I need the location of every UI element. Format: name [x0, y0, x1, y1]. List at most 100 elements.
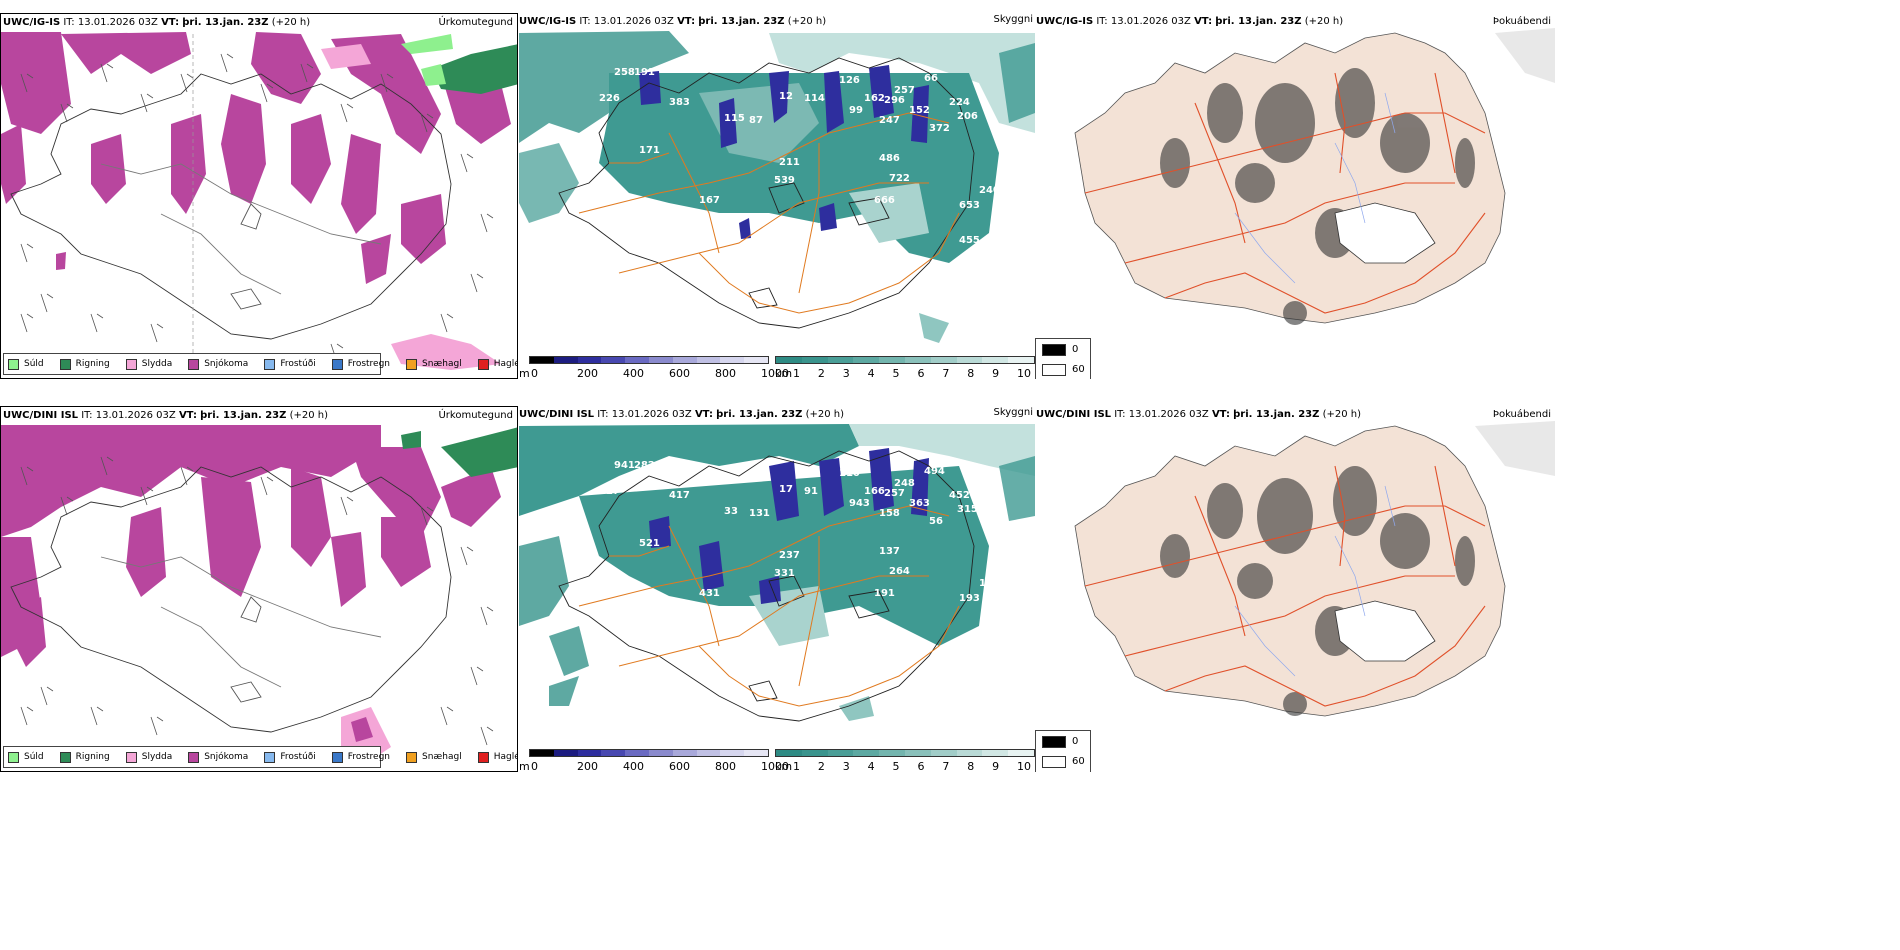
cloud-base-value: 131 [749, 508, 770, 519]
legend-swatch [264, 751, 276, 763]
visibility-title: Skyggni [993, 14, 1033, 25]
iceland-outline-row2 [10, 466, 452, 733]
iceland-outline-cloud [558, 57, 975, 329]
visibility-unit: km [775, 760, 793, 772]
visibility-tick: 2 [817, 367, 825, 379]
cloud-base-value: 66 [924, 73, 938, 84]
colorbar-step [982, 750, 1009, 756]
colorbar-step [879, 357, 905, 363]
colorbar-step [956, 357, 983, 363]
visibility-scale: km 1 2 3 4 5 6 7 8 9 10 [775, 749, 1035, 772]
cloud-base-value: 653 [959, 200, 980, 211]
model-name: UWC/DINI ISL [3, 410, 79, 421]
snow-areas [1, 425, 501, 667]
fog-legend-swatch-black [1042, 344, 1066, 356]
colorbar-step [696, 357, 721, 363]
cloud-base-value: 521 [639, 538, 660, 549]
fog-index-title: Þokuábendi [1492, 16, 1551, 27]
legend-item-freezing-rain: Frostregn [331, 751, 390, 763]
colorbar-step [801, 750, 828, 756]
cloud-base-value: 539 [774, 175, 795, 186]
cloud-base-tick: 800 [715, 760, 736, 772]
colorbar-step [672, 357, 697, 363]
colorbar-step [648, 357, 673, 363]
colorbar-step [625, 750, 649, 756]
precip-type-legend: Súld Rigning Slydda Snjókoma Frostúði Fr… [3, 353, 517, 375]
cloud-base-unit: m [519, 367, 530, 379]
cloud-base-tick: 400 [623, 760, 644, 772]
cloud-base-tick: 400 [623, 367, 644, 379]
cloud-base-value: 383 [669, 97, 690, 108]
cloud-base-value: 237 [779, 550, 800, 561]
cloud-base-value: 264 [889, 566, 910, 577]
legend-item-sleet: Slydda [125, 358, 172, 370]
visibility-field [519, 424, 1035, 721]
precip-type-title: Úrkomutegund [438, 410, 513, 421]
cloud-base-tick: 200 [577, 760, 598, 772]
cloud-base-value: 248 [894, 478, 915, 489]
legend-item-rain: Rigning [59, 751, 110, 763]
legend-item-hail: Haglél [477, 358, 517, 370]
visibility-scale: km 1 2 3 4 5 6 7 8 9 10 [775, 356, 1035, 379]
legend-item-snow: Snjókoma [188, 751, 248, 763]
legend-swatch [264, 358, 276, 370]
colorbar-step [720, 357, 745, 363]
fog-panel-row2: UWC/DINI ISL IT: 13.01.2026 03Z VT: þri.… [1035, 406, 1555, 772]
visibility-unit: km [775, 367, 793, 379]
cloud-base-value: 171 [639, 145, 660, 156]
colorbar-step [930, 750, 957, 756]
cloud-base-value: 455 [959, 235, 980, 246]
visibility-tick: 8 [967, 760, 975, 772]
visibility-tick: 5 [892, 367, 900, 379]
cloud-base-value: 363 [909, 498, 930, 509]
visibility-tick: 6 [917, 367, 925, 379]
legend-item-rain: Rigning [59, 358, 110, 370]
cloud-base-tick: 200 [577, 367, 598, 379]
cloud-base-unit: m [519, 760, 530, 772]
colorbar-step [853, 750, 880, 756]
cloud-base-value: 56 [929, 516, 943, 527]
sea-fog [1495, 28, 1555, 83]
cloud-base-value: 379 [689, 608, 710, 619]
legend-swatch [59, 358, 71, 370]
colorbar-step [553, 357, 578, 363]
cloud-base-value: 666 [874, 195, 895, 206]
cloud-base-tick: 1000 [761, 760, 789, 772]
fog-shading [1160, 68, 1475, 325]
iceland-outline-cloud [558, 450, 975, 722]
cloud-base-value: 167 [699, 195, 720, 206]
colorbar-step [1008, 750, 1034, 756]
legend-swatch [125, 751, 137, 763]
roads [578, 112, 960, 314]
fog-rivers [1234, 485, 1396, 677]
fog-index-legend: 0 60 [1035, 730, 1091, 772]
legend-item-drizzle: Súld [8, 751, 44, 763]
cloud-base-value: 240 [564, 220, 585, 231]
cloud-base-value: 110 [839, 468, 860, 479]
visibility-tick: 2 [817, 760, 825, 772]
cloud-base-value: 137 [879, 546, 900, 557]
visibility-tick: 7 [942, 367, 950, 379]
legend-swatch [331, 751, 343, 763]
colorbar-step [696, 750, 721, 756]
cloud-base-value: 152 [909, 105, 930, 116]
cloud-base-value: 191 [634, 67, 655, 78]
visibility-tick: 9 [992, 760, 1000, 772]
cloud-base-value: 80 [849, 255, 863, 266]
legend-item-drizzle: Súld [8, 358, 44, 370]
cloud-base-value: 372 [929, 123, 950, 134]
visibility-colorbar [775, 356, 1035, 364]
wind-barbs [20, 53, 494, 373]
visibility-tick: 8 [967, 367, 975, 379]
sea-fog [1475, 421, 1555, 476]
cloud-base-value: 431 [699, 588, 720, 599]
rain-areas [321, 34, 517, 370]
colorbar-step [744, 750, 768, 756]
cloud-base-value: 257 [894, 85, 915, 96]
colorbar-step [720, 750, 745, 756]
legend-swatch [8, 358, 19, 370]
fog-panel-row1: UWC/IG-IS IT: 13.01.2026 03Z VT: þri. 13… [1035, 13, 1555, 379]
colorbar-step [879, 750, 905, 756]
